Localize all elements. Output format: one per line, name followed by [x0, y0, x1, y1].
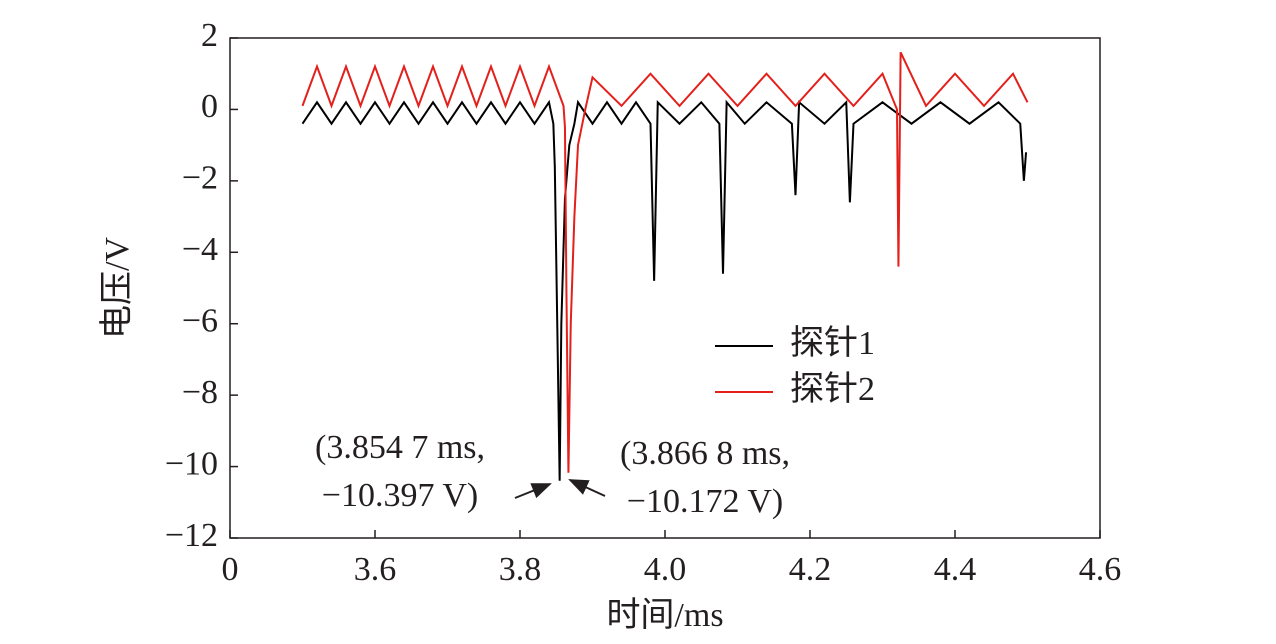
y-tick-label: −4 — [182, 231, 218, 268]
y-tick-label: 0 — [201, 88, 218, 125]
y-tick-label: −10 — [165, 445, 218, 482]
annotation: −10.397 V) — [322, 477, 478, 514]
annotation: (3.854 7 ms, — [315, 429, 485, 466]
x-tick-label: 3.6 — [354, 551, 397, 588]
x-tick-label: 4.0 — [644, 551, 687, 588]
y-axis-label: 电压/V — [98, 237, 136, 339]
x-tick-label: 3.8 — [499, 551, 542, 588]
x-axis-label: 时间/ms — [606, 597, 723, 634]
annotation: (3.866 8 ms, — [620, 435, 790, 472]
y-tick-label: −12 — [165, 517, 218, 554]
arrow — [568, 479, 606, 497]
legend-label: 探针1 — [790, 324, 875, 362]
series-line — [301, 99, 1028, 481]
legend-label: 探针2 — [790, 370, 875, 408]
x-tick-label: 4.2 — [789, 551, 832, 588]
y-tick-label: 2 — [201, 17, 218, 54]
x-tick-label: 0 — [222, 551, 239, 588]
arrow — [514, 483, 552, 499]
x-tick-label: 4.6 — [1079, 551, 1122, 588]
plot-area — [301, 51, 1029, 481]
y-tick-label: −6 — [182, 303, 218, 340]
y-tick-label: −8 — [182, 374, 218, 411]
y-tick-label: −2 — [182, 160, 218, 197]
annotation: −10.172 V) — [627, 483, 783, 520]
x-tick-label: 4.4 — [934, 551, 977, 588]
overlay: 探针1 探针2 (3.854 7 ms, −10.397 V) (3.866 8 ms,… — [315, 324, 875, 520]
series-line — [301, 51, 1029, 473]
